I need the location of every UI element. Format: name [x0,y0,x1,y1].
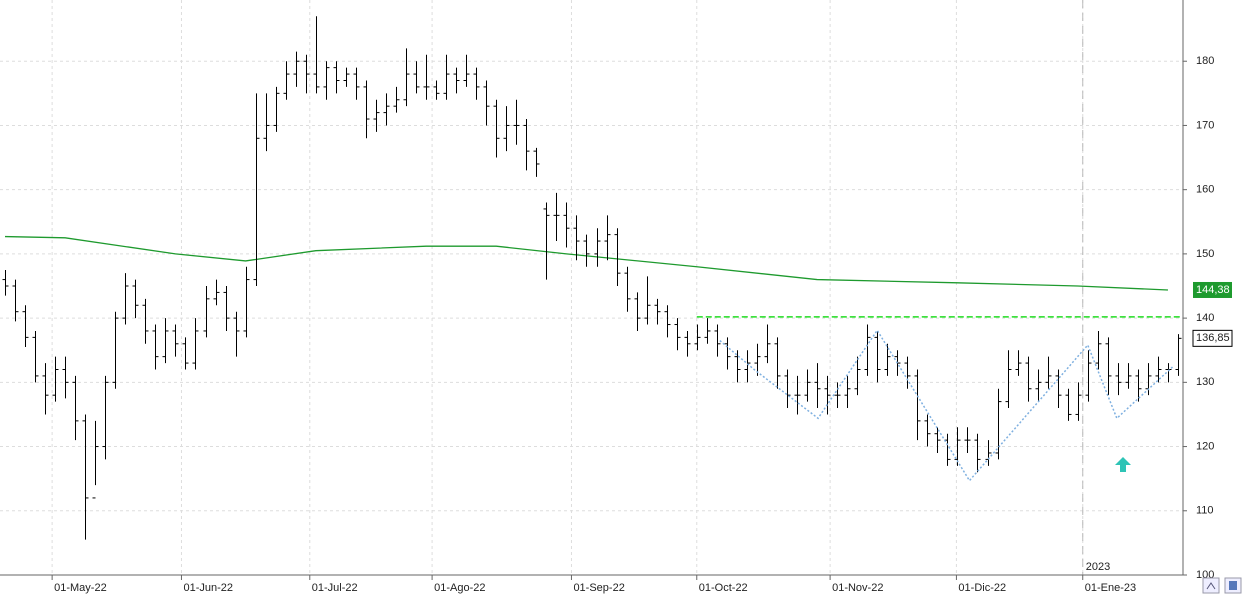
x-tick-label: 01-Dic-22 [958,582,1006,594]
x-tick-label: 01-Jul-22 [312,582,358,594]
close-label-box [1192,329,1233,347]
ma-label: 144,38 [1196,284,1230,296]
x-tick-label: 01-Nov-22 [832,582,883,594]
close-label: 136,85 [1196,332,1230,344]
y-tick-label: 170 [1196,119,1214,131]
zoom-icon [1206,582,1216,590]
pattern-line [719,328,1175,482]
y-tick-label: 180 [1196,55,1214,67]
y-tick-label: 150 [1196,248,1214,260]
axes: 10011012013014015016017018019001-May-220… [51,0,1233,594]
up-arrow [1115,457,1131,472]
y-tick-label: 190 [1196,0,1214,3]
plot [2,16,1183,540]
x-tick-label: 01-Ene-23 [1085,582,1136,594]
zoom-button[interactable] [1202,577,1220,594]
year-label: 2023 [1086,561,1110,573]
y-tick-label: 130 [1196,376,1214,388]
y-tick-label: 120 [1196,440,1214,452]
x-tick-label: 01-Oct-22 [699,582,748,594]
y-tick-label: 140 [1196,312,1214,324]
y-tick-label: 110 [1196,505,1214,517]
x-tick-label: 01-Ago-22 [434,582,485,594]
x-tick-label: 01-May-22 [54,582,107,594]
save-icon [1229,581,1237,590]
moving-average [4,235,1168,291]
x-tick-label: 01-Jun-22 [183,582,233,594]
ma-label-box [1193,281,1232,298]
y-tick-label: 160 [1196,184,1214,196]
x-tick-label: 01-Sep-22 [573,582,624,594]
